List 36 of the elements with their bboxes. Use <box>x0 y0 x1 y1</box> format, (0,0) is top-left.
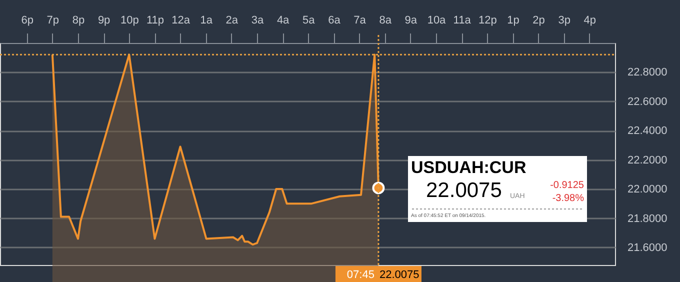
x-tick-label: 3p <box>558 14 570 26</box>
x-tick-label: 7a <box>354 14 367 26</box>
y-tick-label: 21.6000 <box>628 242 668 254</box>
y-tick-label: 22.6000 <box>628 96 668 108</box>
x-tick-label: 2p <box>532 14 545 26</box>
x-tick-label: 5a <box>302 14 316 26</box>
y-tick-label: 22.0000 <box>628 184 668 196</box>
ref-line-label: 07:45 <box>346 269 374 281</box>
x-tick-label: 8a <box>379 14 392 26</box>
y-tick-label: 22.4000 <box>628 125 668 138</box>
x-tick-label: 7p <box>46 14 60 26</box>
x-tick-label: 3a <box>251 14 264 26</box>
text: 22.0075 <box>379 269 420 281</box>
x-tick-label: 10p <box>120 14 139 26</box>
x-tick-label: 6a <box>328 14 342 26</box>
annotation: -3.98% <box>552 193 584 204</box>
x-tick-label: 4a <box>276 14 290 26</box>
x-tick-label: 8p <box>72 14 85 26</box>
x-tick-label: 11p <box>146 14 164 26</box>
annotation: -0.9125 <box>550 180 584 191</box>
y-tick-label: 22.2000 <box>628 154 668 166</box>
x-tick-label: 6p <box>21 14 34 26</box>
x-tick-label: 9a <box>404 14 418 26</box>
x-tick-label: 2a <box>226 14 239 26</box>
x-tick-label: 12a <box>172 14 191 26</box>
annotation: USDUAH:CUR <box>411 158 526 177</box>
annotation: 22.0075 <box>426 179 502 202</box>
x-tick-label: 4p <box>584 14 596 26</box>
x-tick-label: 1a <box>200 14 214 26</box>
x-tick-label: 9p <box>98 14 110 26</box>
x-tick-label: 12p <box>478 14 497 26</box>
x-tick-label: 10a <box>427 14 447 26</box>
y-tick-label: 21.8000 <box>628 212 668 225</box>
x-tick-label: 11a <box>453 14 472 26</box>
y-tick-label: 22.8000 <box>628 66 668 79</box>
x-tick-label: 1p <box>507 14 520 26</box>
